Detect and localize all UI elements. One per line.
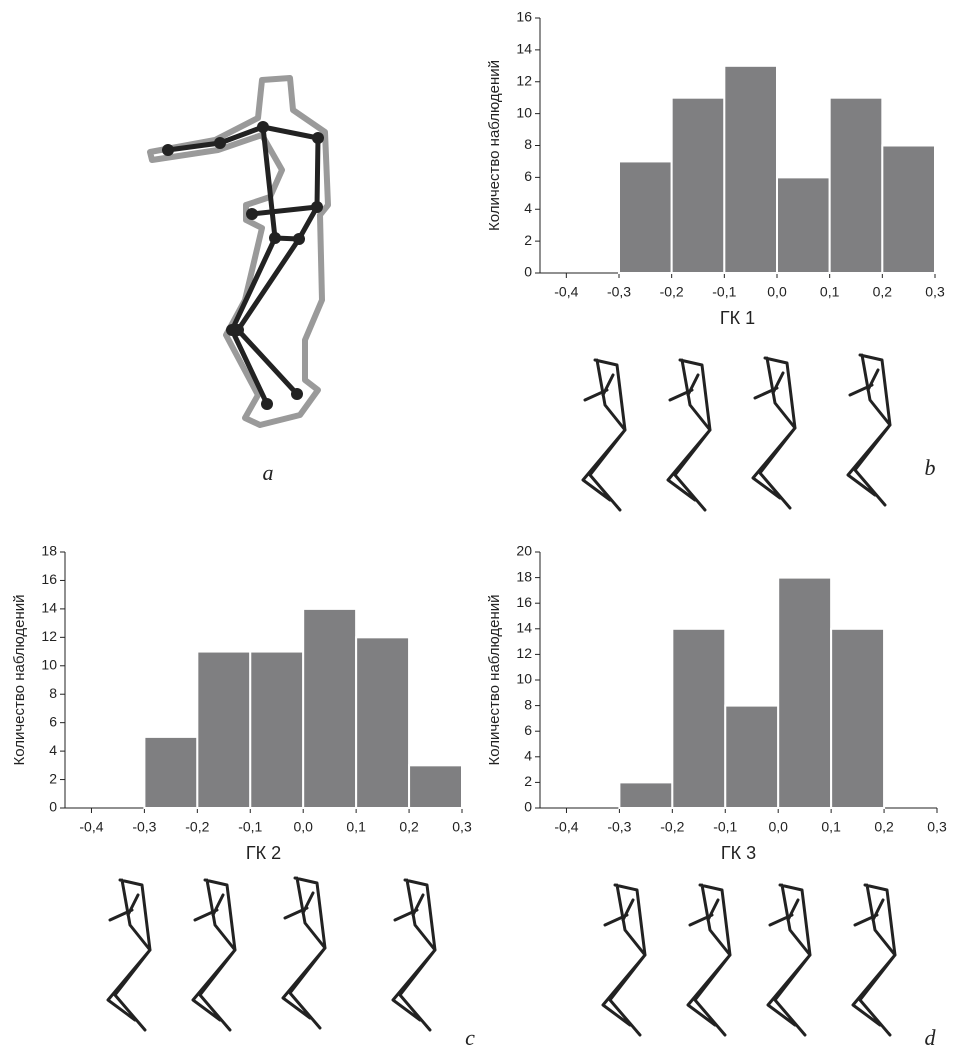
y-tick-label: 16	[516, 594, 532, 610]
y-tick-label: 6	[524, 168, 532, 184]
x-tick-label: -0,3	[607, 819, 631, 835]
panel-label: b	[925, 455, 936, 480]
y-axis-label: Количество наблюдений	[486, 594, 503, 765]
y-tick-label: 12	[41, 628, 57, 644]
y-tick-label: 0	[524, 799, 532, 815]
x-tick-label: 0,2	[399, 819, 419, 835]
x-tick-label: 0,1	[346, 819, 366, 835]
y-tick-label: 10	[516, 104, 532, 120]
bar	[143, 735, 199, 810]
x-tick-label: 0,2	[873, 284, 893, 300]
bar	[618, 160, 673, 274]
x-tick-label: -0,1	[713, 819, 737, 835]
y-tick-label: 0	[524, 264, 532, 280]
y-tick-label: 8	[49, 685, 57, 701]
x-tick-label: -0,4	[554, 284, 578, 300]
x-tick-label: 0,0	[768, 819, 788, 835]
x-tick-label: -0,4	[79, 819, 103, 835]
bar	[724, 704, 780, 809]
y-tick-label: 6	[524, 722, 532, 738]
y-tick-label: 14	[516, 620, 532, 636]
bar	[670, 96, 726, 274]
y-tick-label: 14	[41, 600, 57, 616]
x-axis-label: ГК 1	[720, 308, 755, 328]
panel-label: c	[465, 1025, 475, 1050]
x-tick-label: 0,0	[293, 819, 313, 835]
bar	[249, 650, 305, 809]
x-tick-label: 0,1	[820, 284, 840, 300]
y-tick-label: 16	[41, 571, 57, 587]
y-tick-label: 4	[524, 748, 532, 764]
y-tick-label: 2	[524, 232, 532, 248]
panel-label: a	[263, 460, 274, 485]
bar	[196, 650, 252, 809]
y-axis-label: Количество наблюдений	[486, 60, 503, 231]
figure-a: a	[147, 75, 331, 485]
y-tick-label: 18	[41, 543, 57, 559]
y-axis-label: Количество наблюдений	[11, 594, 28, 765]
panel-label: d	[925, 1025, 937, 1050]
y-tick-label: 10	[516, 671, 532, 687]
x-tick-label: 0,3	[925, 284, 945, 300]
y-tick-label: 16	[516, 9, 532, 25]
y-tick-label: 14	[516, 41, 532, 57]
x-tick-label: -0,1	[712, 284, 736, 300]
x-tick-label: -0,3	[607, 284, 631, 300]
x-tick-label: -0,2	[185, 819, 209, 835]
y-tick-label: 8	[524, 696, 532, 712]
y-tick-label: 2	[49, 770, 57, 786]
x-tick-label: -0,2	[660, 284, 684, 300]
bar	[828, 96, 884, 274]
y-tick-label: 0	[49, 799, 57, 815]
x-tick-label: -0,4	[554, 819, 578, 835]
x-tick-label: 0,2	[874, 819, 894, 835]
y-tick-label: 4	[49, 742, 57, 758]
x-tick-label: 0,1	[821, 819, 841, 835]
bar	[408, 764, 464, 809]
x-tick-label: 0,3	[927, 819, 947, 835]
bar	[723, 64, 778, 274]
x-tick-label: 0,3	[452, 819, 472, 835]
y-tick-label: 4	[524, 200, 532, 216]
bar	[355, 636, 411, 809]
bar	[776, 176, 831, 274]
bar	[618, 781, 674, 810]
y-tick-label: 12	[516, 72, 532, 88]
bar	[302, 607, 358, 810]
y-tick-label: 12	[516, 645, 532, 661]
x-tick-label: -0,3	[132, 819, 156, 835]
bar	[777, 576, 833, 809]
y-tick-label: 10	[41, 656, 57, 672]
x-tick-label: 0,0	[767, 284, 787, 300]
x-tick-label: -0,2	[660, 819, 684, 835]
bar	[830, 627, 886, 809]
x-axis-label: ГК 2	[246, 843, 281, 863]
bar	[671, 627, 727, 809]
y-tick-label: 20	[516, 543, 532, 559]
y-tick-label: 2	[524, 773, 532, 789]
bar	[881, 144, 936, 274]
y-tick-label: 8	[524, 136, 532, 152]
x-tick-label: -0,1	[238, 819, 262, 835]
y-tick-label: 18	[516, 568, 532, 584]
y-tick-label: 6	[49, 713, 57, 729]
x-axis-label: ГК 3	[721, 843, 756, 863]
